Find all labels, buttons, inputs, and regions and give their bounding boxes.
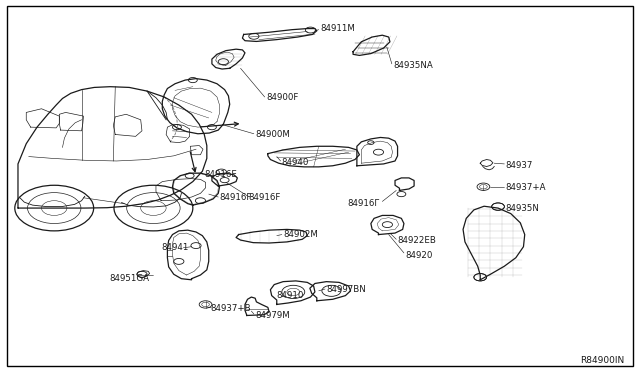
Text: 84937+B: 84937+B: [211, 304, 252, 312]
Text: 84951GA: 84951GA: [109, 274, 149, 283]
Text: R84900IN: R84900IN: [580, 356, 624, 365]
Text: 84937+A: 84937+A: [506, 183, 546, 192]
Text: 84916F: 84916F: [220, 193, 252, 202]
Text: 84920: 84920: [405, 251, 433, 260]
Text: 84902M: 84902M: [283, 230, 318, 239]
Text: 84940: 84940: [282, 158, 309, 167]
Text: 84916F: 84916F: [249, 193, 281, 202]
Text: 84979M: 84979M: [255, 311, 290, 320]
Text: 84935NA: 84935NA: [393, 61, 433, 70]
Text: 84911M: 84911M: [320, 25, 355, 33]
Circle shape: [474, 273, 486, 281]
Text: 84922EB: 84922EB: [397, 236, 436, 245]
Circle shape: [492, 203, 504, 210]
Text: 84900F: 84900F: [266, 93, 298, 102]
Text: 84941: 84941: [161, 243, 188, 252]
Text: 84910: 84910: [276, 291, 304, 300]
Text: 84916Г: 84916Г: [348, 199, 380, 208]
Text: 84916E: 84916E: [204, 170, 237, 179]
Text: 84937: 84937: [506, 161, 533, 170]
Text: 84997BN: 84997BN: [326, 285, 366, 294]
Text: 84935N: 84935N: [506, 204, 540, 213]
Text: 84900M: 84900M: [255, 130, 290, 139]
